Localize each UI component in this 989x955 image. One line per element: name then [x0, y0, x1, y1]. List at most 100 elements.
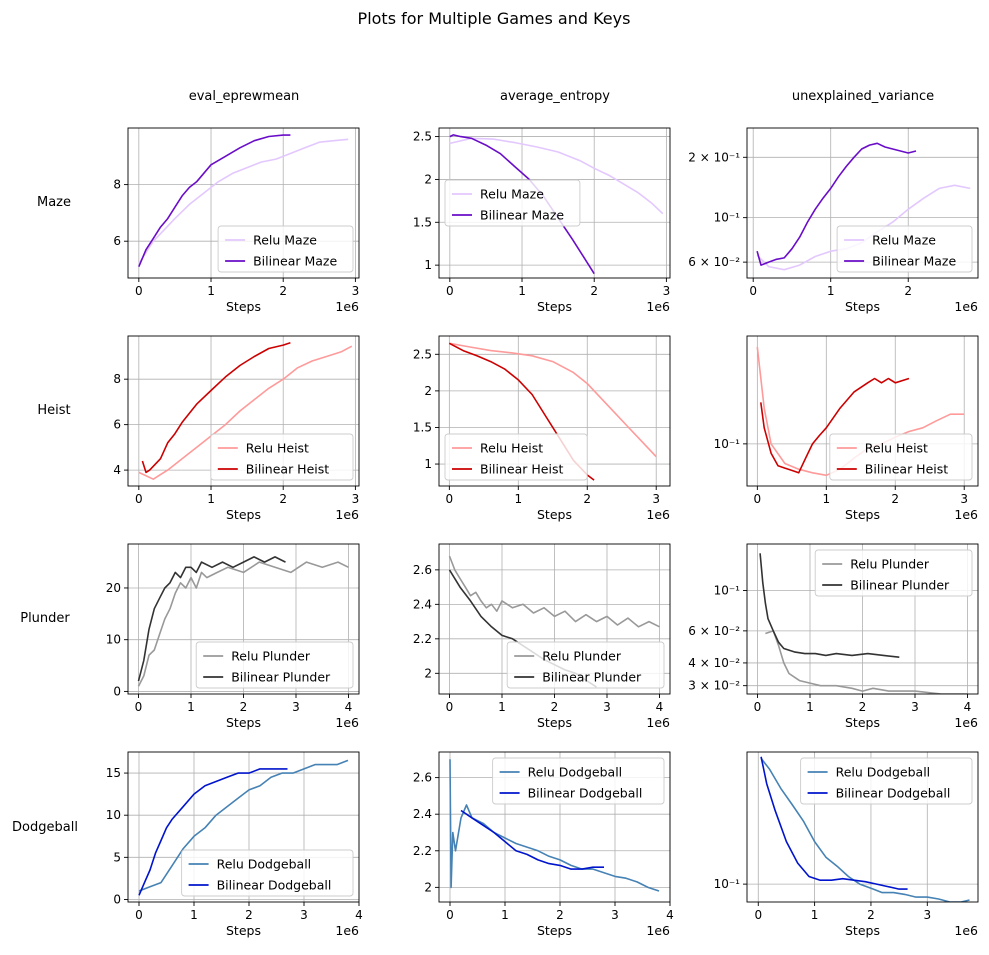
- legend: Relu Dodgeball Bilinear Dodgeball: [800, 757, 973, 805]
- series-line-bilinear-heist: [760, 377, 910, 474]
- series-line-relu-maze: [449, 137, 664, 215]
- x-tick-label: 1: [501, 908, 509, 922]
- x-offset-label: 1e6: [335, 299, 359, 314]
- x-axis-label: Steps: [845, 715, 880, 730]
- legend-entry-relu-heist: Relu Heist: [480, 441, 543, 456]
- series-line-relu-dodgeball: [138, 759, 349, 892]
- x-tick-label: 1: [190, 908, 198, 922]
- legend-entry-relu-dodgeball: Relu Dodgeball: [217, 857, 312, 872]
- chart-heist-eval-eprewmean: 0 1 2 3 4 6 8 Steps 1e6 Relu Heist Bilinear Heist: [113, 335, 360, 522]
- y-tick-label: 2.4: [413, 597, 432, 611]
- legend-entry-relu-dodgeball: Relu Dodgeball: [836, 765, 931, 780]
- y-tick-label: 10⁻¹: [714, 437, 741, 451]
- legend: Relu Dodgeball Bilinear Dodgeball: [181, 849, 354, 897]
- x-tick-label: 3: [352, 492, 360, 506]
- column-header-eval-eprewmean: eval_eprewmean: [189, 89, 300, 104]
- y-tick-label: 10: [106, 808, 121, 822]
- x-tick-label: 1: [822, 492, 830, 506]
- x-offset-label: 1e6: [954, 715, 978, 730]
- y-tick-label: 6 × 10⁻²: [688, 255, 740, 269]
- x-offset-label: 1e6: [335, 507, 359, 522]
- x-tick-label: 0: [446, 492, 454, 506]
- series-line-relu-dodgeball: [760, 757, 970, 902]
- legend-entry-bilinear-dodgeball: Bilinear Dodgeball: [217, 878, 332, 893]
- x-tick-label: 2: [245, 908, 253, 922]
- axes-frame: [746, 335, 979, 487]
- legend: Relu Maze Bilinear Maze: [836, 225, 973, 273]
- y-tick-label: 6: [113, 234, 121, 248]
- x-tick-label: 1: [806, 700, 814, 714]
- series-line-bilinear-heist: [141, 342, 291, 474]
- y-tick-label: 0: [113, 684, 121, 698]
- x-axis-label: Steps: [226, 923, 261, 938]
- x-offset-label: 1e6: [646, 715, 670, 730]
- x-tick-label: 0: [135, 700, 143, 714]
- x-axis-label: Steps: [537, 299, 572, 314]
- x-offset-label: 1e6: [335, 923, 359, 938]
- x-offset-label: 1e6: [954, 299, 978, 314]
- y-tick-label: 2.6: [413, 563, 432, 577]
- x-tick-label: 1: [514, 492, 522, 506]
- y-tick-label: 2: [424, 172, 432, 186]
- y-tick-label: 2.5: [413, 347, 432, 361]
- axes-frame: [746, 751, 979, 903]
- x-tick-label: 1: [187, 700, 195, 714]
- x-tick-label: 2: [279, 492, 287, 506]
- legend: Relu Plunder Bilinear Plunder: [506, 641, 665, 689]
- axes-frame: [438, 127, 671, 279]
- x-tick-label: 2: [859, 700, 867, 714]
- legend-box: [814, 549, 973, 597]
- x-tick-label: 2: [867, 908, 875, 922]
- series-group: [138, 759, 349, 896]
- y-tick-label: 1.5: [413, 215, 432, 229]
- legend-box: [829, 433, 973, 481]
- x-tick-label: 1: [827, 284, 835, 298]
- x-tick-label: 3: [603, 700, 611, 714]
- legend-entry-relu-maze: Relu Maze: [872, 233, 936, 248]
- series-line-relu-maze: [138, 138, 349, 265]
- x-offset-label: 1e6: [646, 507, 670, 522]
- column-header-unexplained-variance: unexplained_variance: [792, 89, 934, 104]
- axes-frame: [746, 127, 979, 279]
- legend-entry-bilinear-dodgeball: Bilinear Dodgeball: [528, 786, 643, 801]
- y-tick-label: 0: [113, 892, 121, 906]
- x-tick-label: 4: [666, 908, 674, 922]
- series-line-relu-dodgeball: [449, 759, 660, 892]
- series-line-bilinear-dodgeball: [460, 809, 604, 870]
- legend-box: [217, 225, 354, 273]
- x-tick-label: 1: [498, 700, 506, 714]
- x-tick-label: 4: [964, 700, 972, 714]
- y-tick-label: 4: [113, 463, 121, 477]
- legend-entry-bilinear-dodgeball: Bilinear Dodgeball: [836, 786, 951, 801]
- legend-entry-relu-heist: Relu Heist: [865, 441, 928, 456]
- y-tick-label: 10: [106, 633, 121, 647]
- series-line-relu-heist: [449, 342, 657, 458]
- axes-frame: [127, 127, 360, 279]
- legend-entry-relu-heist: Relu Heist: [246, 441, 309, 456]
- legend-entry-relu-plunder: Relu Plunder: [231, 649, 311, 664]
- series-line-bilinear-maze: [138, 134, 291, 268]
- x-tick-label: 3: [663, 284, 671, 298]
- x-offset-label: 1e6: [646, 299, 670, 314]
- series-line-relu-plunder: [765, 630, 968, 694]
- x-axis-label: Steps: [845, 923, 880, 938]
- legend-box: [800, 757, 973, 805]
- x-tick-label: 3: [960, 492, 968, 506]
- x-offset-label: 1e6: [335, 715, 359, 730]
- legend: Relu Plunder Bilinear Plunder: [195, 641, 354, 689]
- legend-box: [444, 433, 588, 481]
- series-group: [449, 759, 660, 892]
- figure-title: Plots for Multiple Games and Keys: [358, 9, 631, 28]
- y-tick-label: 20: [106, 581, 121, 595]
- x-tick-label: 1: [518, 284, 526, 298]
- x-tick-label: 3: [652, 492, 660, 506]
- legend-entry-bilinear-maze: Bilinear Maze: [480, 208, 564, 223]
- series-line-bilinear-plunder: [137, 556, 286, 682]
- legend: Relu Dodgeball Bilinear Dodgeball: [492, 757, 665, 805]
- x-axis-label: Steps: [537, 507, 572, 522]
- x-tick-label: 3: [300, 908, 308, 922]
- y-tick-label: 2: [424, 880, 432, 894]
